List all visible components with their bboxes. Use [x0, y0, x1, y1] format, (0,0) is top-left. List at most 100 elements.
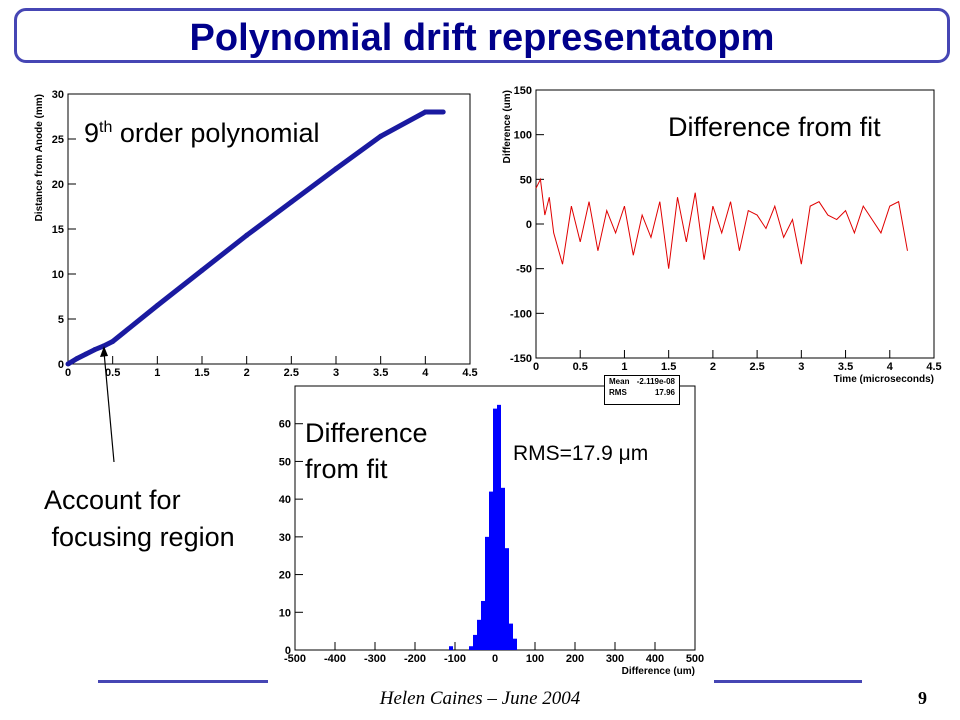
x-tick-label-9: 4.5 [926, 361, 941, 373]
histogram-bar-11 [505, 548, 509, 650]
title-box: Polynomial drift representatopm [14, 8, 950, 63]
y-tick-label-5: 100 [514, 130, 532, 142]
fit-order-number: 9 [84, 118, 100, 148]
page-number: 9 [918, 688, 927, 708]
polynomial-point-7 [199, 267, 205, 273]
x-axis-title: Time (microseconds) [834, 374, 934, 385]
y-tick-label-2: -50 [516, 264, 532, 276]
histogram-bar-6 [485, 536, 489, 650]
histogram-bar-5 [481, 600, 485, 650]
y-tick-label-6: 60 [279, 419, 291, 431]
diff-fit-top-label: Difference from fit [668, 112, 881, 142]
x-tick-label-6: 3 [333, 367, 339, 379]
x-tick-label-0: 0 [65, 367, 71, 379]
polynomial-point-13 [440, 109, 446, 115]
polynomial-point-2 [83, 351, 89, 357]
y-tick-label-2: 10 [52, 269, 64, 281]
histogram-bar-10 [501, 487, 505, 650]
account-line2: focusing region [44, 522, 235, 552]
x-tick-label-6: 100 [526, 653, 544, 665]
histogram-bar-7 [489, 491, 493, 650]
footer-line-left [98, 680, 268, 683]
histogram-bar-0 [449, 646, 453, 650]
y-tick-label-1: 10 [279, 607, 291, 619]
rms-label: RMS=17.9 μm [513, 442, 649, 465]
x-tick-label-2: 1 [621, 361, 627, 373]
stats-rms-label: RMS [609, 388, 627, 397]
stats-mean-label: Mean [609, 377, 630, 386]
histogram-bar-12 [509, 623, 513, 650]
polynomial-point-1 [74, 356, 80, 362]
x-tick-label-5: 0 [492, 653, 498, 665]
y-tick-label-3: 0 [526, 219, 532, 231]
y-tick-label-5: 50 [279, 456, 291, 468]
stats-box: Mean -2.119e-08 RMS 17.96 [604, 375, 680, 405]
x-tick-label-4: 2 [244, 367, 250, 379]
y-tick-label-6: 150 [514, 85, 532, 97]
polynomial-point-11 [378, 133, 384, 139]
polynomial-point-0 [65, 361, 71, 367]
y-tick-label-5: 25 [52, 134, 64, 146]
y-tick-label-4: 40 [279, 494, 291, 506]
polynomial-plot: 0 0.5 1 1.5 2 2.5 3 3.5 4 4.5 0 5 10 15 20 25 30 Distance… [34, 88, 480, 379]
polynomial-point-4 [101, 343, 107, 349]
x-tick-label-7: 3.5 [838, 361, 853, 373]
x-tick-label-8: 4 [422, 367, 429, 379]
x-tick-label-0: 0 [533, 361, 539, 373]
x-tick-label-3: -200 [404, 653, 426, 665]
x-tick-label-3: 1.5 [661, 361, 676, 373]
difference-series-line [535, 177, 908, 269]
polynomial-point-9 [288, 199, 294, 205]
y-tick-label-0: 0 [58, 359, 64, 371]
footer-author-date: Helen Caines – June 2004 [379, 688, 581, 709]
x-tick-label-4: -100 [444, 653, 466, 665]
x-tick-label-5: 2.5 [749, 361, 764, 373]
y-tick-label-0: 0 [285, 645, 291, 657]
polynomial-point-6 [154, 303, 160, 308]
y-tick-label-0: -150 [510, 353, 532, 365]
polynomial-point-5 [110, 339, 116, 344]
footer-line-right [714, 680, 862, 683]
difference-time-plot: 0 0.5 1 1.5 2 2.5 3 3.5 4 4.5 -150 -100 -50 0 50 100 150… [494, 85, 944, 386]
y-axis-title: Difference (um) [502, 90, 513, 163]
y-tick-label-6: 30 [52, 89, 64, 101]
x-tick-label-6: 3 [798, 361, 804, 373]
y-tick-label-3: 30 [279, 532, 291, 544]
y-tick-label-4: 50 [520, 174, 532, 186]
slide-title: Polynomial drift representatopm [189, 17, 775, 59]
fit-order-label: 9th order polynomial [84, 118, 319, 149]
x-axis-title: Difference (um) [622, 666, 695, 677]
x-tick-label-1: 0.5 [573, 361, 588, 373]
difference-time-chart-svg: 0 0.5 1 1.5 2 2.5 3 3.5 4 4.5 -150 -100 -50 0 50 100 150… [502, 85, 942, 385]
y-tick-label-3: 15 [52, 224, 64, 236]
histogram-bar-8 [493, 408, 497, 650]
y-tick-label-2: 20 [279, 570, 291, 582]
histogram-bar-9 [497, 404, 501, 650]
x-tick-label-9: 400 [646, 653, 664, 665]
account-line1: Account for [44, 485, 181, 515]
histogram-bar-13 [513, 638, 517, 650]
polynomial-point-10 [333, 166, 339, 172]
x-tick-label-5: 2.5 [284, 367, 299, 379]
histogram-bar-3 [473, 634, 477, 650]
y-tick-label-4: 20 [52, 179, 64, 191]
x-tick-label-7: 3.5 [373, 367, 388, 379]
y-axis-title: Distance from Anode (mm) [34, 94, 45, 221]
diff-fit-bottom-line1: Difference [305, 418, 428, 448]
histogram-bar-4 [477, 619, 481, 650]
x-tick-label-0: -500 [284, 653, 306, 665]
fit-order-sup: th [99, 119, 113, 136]
x-tick-label-8: 300 [606, 653, 624, 665]
x-tick-label-3: 1.5 [194, 367, 209, 379]
polynomial-point-8 [244, 232, 250, 238]
polynomial-point-3 [92, 347, 98, 353]
y-tick-label-1: 5 [58, 314, 64, 326]
x-tick-label-1: 0.5 [105, 367, 120, 379]
x-tick-label-8: 4 [887, 361, 894, 373]
x-tick-label-4: 2 [710, 361, 716, 373]
x-tick-label-2: -300 [364, 653, 386, 665]
polynomial-chart-svg: 0 0.5 1 1.5 2 2.5 3 3.5 4 4.5 0 5 10 15 20 25 30 Distance… [34, 89, 478, 379]
histogram-plot: -500 -400 -300 -200 -100 0 100 200 300 400 500 0 10 2… [275, 382, 705, 677]
stats-mean-value: -2.119e-08 [636, 377, 675, 386]
polynomial-point-12 [422, 109, 428, 115]
